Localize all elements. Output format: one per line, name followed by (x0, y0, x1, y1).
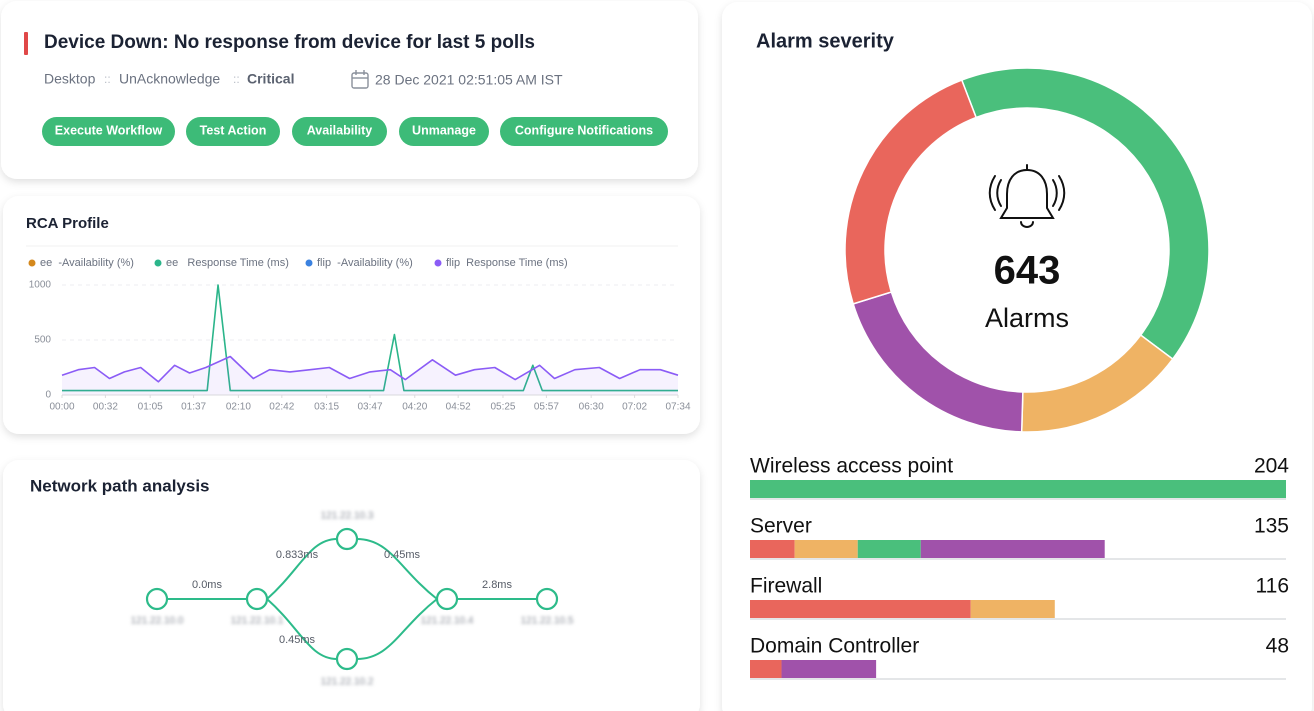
button-label[interactable]: Availability (307, 123, 373, 137)
button-bg[interactable] (42, 117, 175, 146)
button-bg[interactable] (500, 117, 668, 146)
action-buttons: Execute Workflow Test Action Availability U… (42, 117, 668, 146)
bar-segment (750, 480, 1286, 498)
total-label: 48 (1266, 635, 1289, 658)
x-tick-label: 04:20 (402, 402, 427, 413)
button-label[interactable]: Test Action (200, 123, 267, 137)
x-tick-label: 07:34 (665, 402, 690, 413)
button-bg[interactable] (399, 117, 489, 146)
edge-label: 0.45ms (384, 549, 421, 561)
category-label: Wireless access point (750, 455, 953, 478)
alert-title: Device Down: No response from device for… (44, 32, 535, 53)
bar-segment (857, 540, 921, 558)
area (62, 356, 678, 395)
bar-segment (794, 540, 858, 558)
line (62, 284, 678, 392)
node-label: 121.22.10.2 (321, 677, 374, 688)
network-card (3, 460, 700, 711)
x-tick-label: 04:52 (446, 402, 471, 413)
bar-segment (970, 600, 1055, 618)
legend-label: flip -Availability (%) (317, 257, 413, 269)
severity-marker (24, 32, 28, 55)
action-button[interactable]: Configure Notifications (500, 117, 668, 146)
x-tick-label: 02:42 (269, 402, 294, 413)
section-title: Network path analysis (30, 476, 210, 495)
severity-bars: Wireless access point 204 Server 135 Firewal… (750, 455, 1289, 680)
button-label[interactable]: Execute Workflow (55, 123, 163, 137)
bar-segment (781, 660, 877, 678)
alert-status: UnAcknowledge (119, 71, 220, 87)
edge-label: 0.0ms (192, 579, 222, 591)
donut-chart (844, 67, 1210, 433)
donut-total: 643 (994, 249, 1061, 293)
x-tick-label: 00:32 (93, 402, 118, 413)
donut-total-label: Alarms (985, 303, 1069, 333)
x-tick-label: 05:25 (490, 402, 515, 413)
x-tick-label: 00:00 (49, 402, 74, 413)
bar-segment (750, 600, 971, 618)
button-bg[interactable] (292, 117, 387, 146)
bar-segment (750, 660, 782, 678)
x-tick-label: 01:37 (181, 402, 206, 413)
total-label: 116 (1256, 575, 1289, 598)
alert-timestamp: 28 Dec 2021 02:51:05 AM IST (375, 72, 563, 88)
button-label[interactable]: Unmanage (412, 123, 476, 137)
x-tick-label: 01:05 (138, 402, 163, 413)
legend-dot (434, 259, 442, 267)
x-tick-label: 03:47 (357, 402, 382, 413)
rca-chart: ee -Availability (%) ee Response Time (ms… (28, 257, 691, 413)
chart-title: Alarm severity (756, 30, 895, 52)
legend-label: ee -Availability (%) (40, 257, 134, 269)
x-tick-label: 02:10 (226, 402, 251, 413)
action-button[interactable]: Execute Workflow (42, 117, 175, 146)
x-tick-label: 05:57 (534, 402, 559, 413)
alert-source: Desktop (44, 71, 96, 87)
legend-label: ee Response Time (ms) (166, 257, 289, 269)
category-label: Firewall (750, 575, 822, 598)
path-nodes (145, 527, 559, 671)
rca-card (3, 196, 700, 434)
node-label: 121.22.10.1 (231, 616, 284, 627)
y-tick-label: 500 (34, 335, 51, 346)
bell-icon (988, 164, 1066, 228)
total-label: 204 (1254, 455, 1289, 478)
action-button[interactable]: Test Action (186, 117, 280, 146)
x-tick-label: 03:15 (314, 402, 339, 413)
node-label: 121.22.10.0 (131, 616, 184, 627)
category-label: Server (750, 515, 812, 538)
category-label: Domain Controller (750, 635, 919, 658)
x-tick-label: 06:30 (579, 402, 604, 413)
edge-label: 2.8ms (482, 579, 512, 591)
total-label: 135 (1254, 515, 1289, 538)
node-label: 121.22.10.4 (421, 616, 474, 627)
y-tick-label: 1000 (29, 280, 52, 291)
bar-segment (920, 540, 1105, 558)
button-label[interactable]: Configure Notifications (515, 123, 653, 137)
legend-dot (28, 259, 36, 267)
path-edges (167, 538, 537, 660)
node-label: 121.22.10.3 (321, 511, 374, 522)
legend-dot (154, 259, 162, 267)
alert-severity: Critical (247, 71, 294, 87)
separator: :: (104, 72, 111, 86)
y-tick-label: 0 (45, 390, 51, 401)
legend-label: flip Response Time (ms) (446, 257, 568, 269)
chart-title: RCA Profile (26, 215, 109, 232)
line (61, 355, 679, 383)
donut-segment (960, 67, 1210, 361)
calendar-icon (351, 70, 369, 89)
action-button[interactable]: Availability (292, 117, 387, 146)
legend-dot (305, 259, 313, 267)
bar-segment (750, 540, 795, 558)
button-bg[interactable] (186, 117, 280, 146)
edge-label: 0.45ms (279, 634, 316, 646)
edge-label: 0.833ms (276, 549, 319, 561)
alert-card (1, 1, 698, 179)
separator: :: (233, 72, 240, 86)
node-label: 121.22.10.5 (521, 616, 574, 627)
donut-segment (844, 79, 978, 305)
x-tick-label: 07:02 (622, 402, 647, 413)
action-button[interactable]: Unmanage (399, 117, 489, 146)
